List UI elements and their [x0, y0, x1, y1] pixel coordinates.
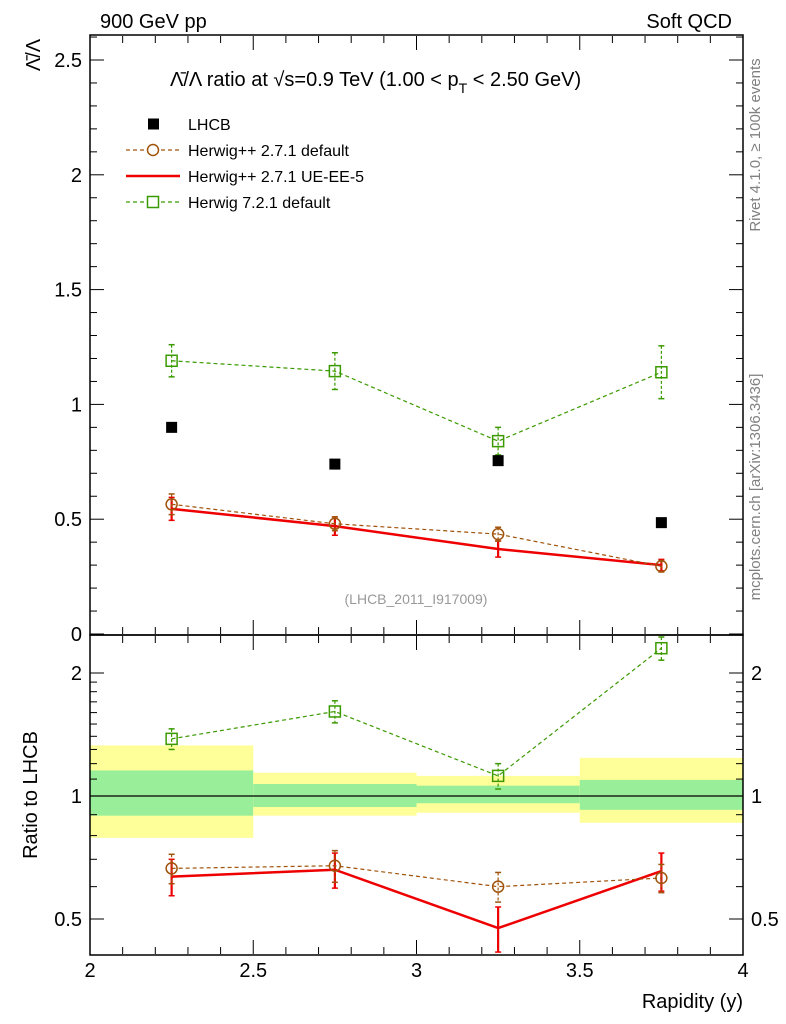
ratio-bands — [90, 745, 743, 838]
main-ylabel: Λ̄/Λ — [23, 38, 45, 71]
ratio-x-tick-label: 4 — [737, 960, 748, 982]
main-series-data — [166, 421, 667, 529]
ratio-axis-ticks: 0.5 0.5 1 1 2 2 2 2.5 3 3.5 4 — [54, 636, 779, 982]
main-y-tick-label: 2 — [71, 165, 82, 187]
main-y-tick-label: 0 — [71, 624, 82, 646]
ratio-y-tick-label: 1 — [71, 786, 82, 808]
ratio-frame — [89, 634, 744, 956]
ratio-series-herwigpp_ueee5 — [168, 852, 665, 953]
ratio-line-herwigpp_default — [171, 865, 662, 888]
ratio-point-herwigpp_default-marker — [165, 862, 178, 875]
ratio-point-herwigpp_default-marker — [491, 880, 505, 893]
ratio-line-herwigpp_ueee5 — [171, 868, 662, 930]
legend: LHCB Herwig++ 2.7.1 default Herwig++ 2.7.1… — [126, 117, 364, 212]
main-series-herwig7 — [165, 343, 668, 456]
ratio-ylabel: Ratio to LHCB — [20, 731, 42, 859]
ratio-y-tick-label-right: 2 — [751, 663, 762, 685]
legend-marker-herwig7 — [146, 195, 160, 209]
legend-marker-data — [148, 118, 159, 130]
main-point-data-marker — [655, 517, 667, 529]
ratio-point-herwig7-marker — [491, 769, 505, 783]
main-point-herwigpp_default-marker — [165, 498, 178, 511]
ratio-band-inner — [90, 770, 254, 816]
ratio-band-inner — [579, 779, 743, 810]
analysis-tag: (LHCB_2011_I917009) — [345, 591, 488, 607]
main-title-sub: T — [459, 80, 468, 96]
main-title-text: Λ̄/Λ ratio at √s=0.9 TeV (1.00 < p — [170, 69, 459, 91]
legend-marker-herwigpp_default — [146, 143, 160, 157]
main-y-tick-label: 1 — [71, 394, 82, 416]
ratio-y-tick-label-right: 1 — [751, 786, 762, 808]
ratio-series-herwigpp_default — [165, 849, 668, 903]
x-axis-label: Rapidity (y) — [642, 991, 743, 1013]
ratio-x-tick-label: 2 — [84, 960, 95, 982]
ratio-band-inner — [416, 785, 580, 804]
main-line-herwigpp_ueee5 — [171, 507, 662, 567]
ratio-y-tick-label: 2 — [71, 663, 82, 685]
mcplots-label: mcplots.cern.ch [arXiv:1306.3436] — [747, 374, 764, 601]
header-right: Soft QCD — [646, 11, 732, 33]
ratio-x-tick-label: 2.5 — [239, 960, 267, 982]
ratio-point-herwig7-marker — [328, 705, 342, 718]
legend-label-herwig7: Herwig 7.2.1 default — [188, 195, 331, 212]
main-point-data-marker — [329, 458, 341, 470]
main-point-herwigpp_default-marker — [491, 527, 505, 541]
main-y-tick-label: 2.5 — [54, 50, 82, 72]
ratio-x-tick-label: 3 — [411, 960, 422, 982]
main-point-herwig7-marker — [491, 434, 505, 448]
ratio-point-herwigpp_default-marker — [328, 859, 342, 872]
legend-label-herwigpp_ueee5: Herwig++ 2.7.1 UE-EE-5 — [188, 169, 364, 186]
ratio-point-herwig7-marker — [165, 732, 178, 746]
main-point-data-marker — [492, 455, 504, 467]
main-title-end: < 2.50 GeV) — [467, 69, 581, 91]
ratio-panel: 0.5 0.5 1 1 2 2 2 2.5 3 3.5 4 — [54, 634, 779, 982]
main-point-herwigpp_default-marker — [328, 517, 342, 531]
header-left: 900 GeV pp — [100, 11, 207, 33]
ratio-series-herwig7 — [165, 636, 668, 790]
main-point-herwigpp_default-marker — [655, 560, 668, 573]
ratio-point-herwig7-marker — [655, 641, 668, 655]
main-y-tick-label: 1.5 — [54, 280, 82, 302]
main-title: Λ̄/Λ ratio at √s=0.9 TeV (1.00 < pT < 2.… — [170, 69, 581, 96]
ratio-line-herwig7 — [171, 647, 662, 777]
rivet-label: Rivet 4.1.0, ≥ 100k events — [747, 58, 764, 231]
main-point-herwig7-marker — [655, 366, 668, 379]
ratio-point-herwigpp_default-marker — [655, 871, 668, 885]
legend-label-data: LHCB — [188, 117, 231, 134]
legend-label-herwigpp_default: Herwig++ 2.7.1 default — [188, 143, 350, 160]
main-series-herwigpp_ueee5 — [168, 496, 665, 572]
main-series — [165, 343, 668, 573]
main-line-herwigpp_default — [171, 503, 662, 567]
main-point-herwig7-marker — [165, 354, 178, 368]
ratio-x-tick-label: 3.5 — [566, 960, 594, 982]
ratio-y-tick-label-right: 0.5 — [751, 909, 779, 931]
main-line-herwig7 — [171, 360, 662, 442]
main-point-herwig7-marker — [328, 364, 342, 378]
main-axis-ticks: 0 0.5 1 1.5 2 2.5 — [54, 36, 744, 646]
ratio-y-tick-label: 0.5 — [54, 909, 82, 931]
main-series-herwigpp_default — [165, 493, 668, 573]
ratio-series — [165, 636, 668, 953]
main-point-data-marker — [166, 421, 178, 433]
main-y-tick-label: 0.5 — [54, 509, 82, 531]
